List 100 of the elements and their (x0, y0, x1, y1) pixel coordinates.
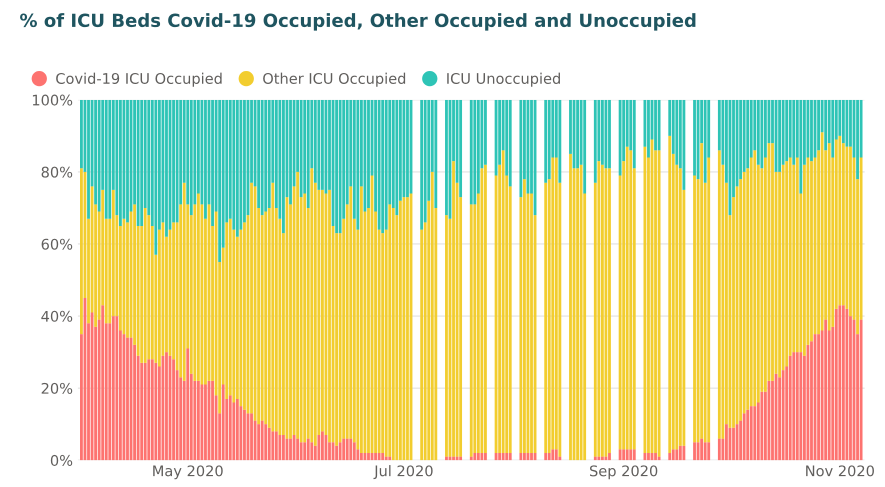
bar (338, 100, 342, 234)
legend-label: ICU Unoccupied (447, 72, 560, 87)
bar (332, 442, 334, 460)
bar (364, 453, 366, 460)
bar (370, 176, 374, 454)
bar (338, 442, 342, 460)
bar (682, 446, 686, 460)
bar (799, 100, 802, 194)
bar (208, 204, 210, 381)
bar (484, 453, 487, 460)
bar (300, 442, 303, 460)
bar (296, 438, 300, 460)
bar (364, 100, 366, 212)
bar (257, 424, 260, 460)
bar (806, 344, 810, 460)
bar (838, 136, 842, 306)
bar (168, 356, 172, 460)
bar (282, 434, 285, 460)
bar (243, 410, 246, 460)
bar (250, 413, 253, 460)
bar (604, 456, 608, 460)
bar (824, 320, 828, 460)
bar (98, 100, 101, 212)
bar (650, 139, 654, 454)
x-tick-label: Jul 2020 (374, 465, 433, 480)
bar (654, 100, 657, 150)
bar (320, 190, 324, 432)
bar (523, 179, 526, 454)
bar (817, 334, 820, 460)
bar (292, 434, 296, 460)
bar (704, 442, 707, 460)
bar (852, 320, 856, 460)
y-tick-label: 0% (50, 454, 72, 466)
bar (700, 143, 704, 439)
bar (236, 100, 239, 237)
bar (576, 168, 579, 460)
bar (580, 164, 583, 460)
bar (526, 453, 530, 460)
bar (356, 100, 360, 230)
bar (410, 100, 412, 194)
bar (196, 380, 200, 460)
bar (328, 190, 331, 442)
bar (445, 100, 448, 216)
bar (324, 434, 328, 460)
bar (846, 308, 848, 460)
bar (378, 100, 381, 230)
bar (289, 100, 292, 204)
bar (484, 100, 487, 165)
bar (856, 100, 859, 180)
bar (658, 100, 661, 150)
bar (860, 320, 863, 460)
bar (725, 424, 728, 460)
bar (718, 438, 721, 460)
bar (846, 100, 848, 147)
bar (154, 362, 158, 460)
bar (204, 100, 207, 219)
bar (728, 428, 732, 460)
bar (778, 100, 782, 172)
bar (208, 380, 210, 460)
bar (597, 161, 600, 457)
bar (395, 100, 398, 216)
bar (644, 453, 646, 460)
bar (459, 456, 462, 460)
bar (211, 380, 214, 460)
bar (452, 456, 455, 460)
chart-title: % of ICU Beds Covid-19 Occupied, Other Occupied and Unoccupied (20, 13, 696, 31)
bar (600, 164, 604, 457)
bar (682, 100, 686, 190)
bar (771, 143, 774, 381)
bar (317, 100, 320, 190)
bar (211, 100, 214, 226)
bar (118, 100, 122, 226)
bar (274, 431, 278, 460)
bar (130, 338, 132, 460)
bar (600, 100, 604, 165)
bar (200, 384, 204, 460)
bar (799, 352, 802, 460)
bar (360, 186, 363, 454)
bar (406, 197, 409, 460)
bar (498, 453, 502, 460)
bar (398, 200, 402, 460)
bar (80, 100, 83, 168)
bar (370, 453, 374, 460)
bar (115, 316, 118, 460)
x-tick-label: Sep 2020 (590, 465, 658, 480)
bar (608, 453, 611, 460)
bar (534, 100, 536, 216)
bar (810, 100, 813, 162)
bar (374, 453, 377, 460)
bar (502, 453, 505, 460)
bar (176, 100, 179, 222)
bar (410, 194, 412, 460)
bar (693, 442, 696, 460)
bar (204, 384, 207, 460)
bar (678, 168, 682, 446)
bar (296, 172, 300, 439)
bar (622, 449, 626, 460)
bar (126, 100, 129, 222)
bar (774, 374, 778, 460)
bar (678, 446, 682, 460)
